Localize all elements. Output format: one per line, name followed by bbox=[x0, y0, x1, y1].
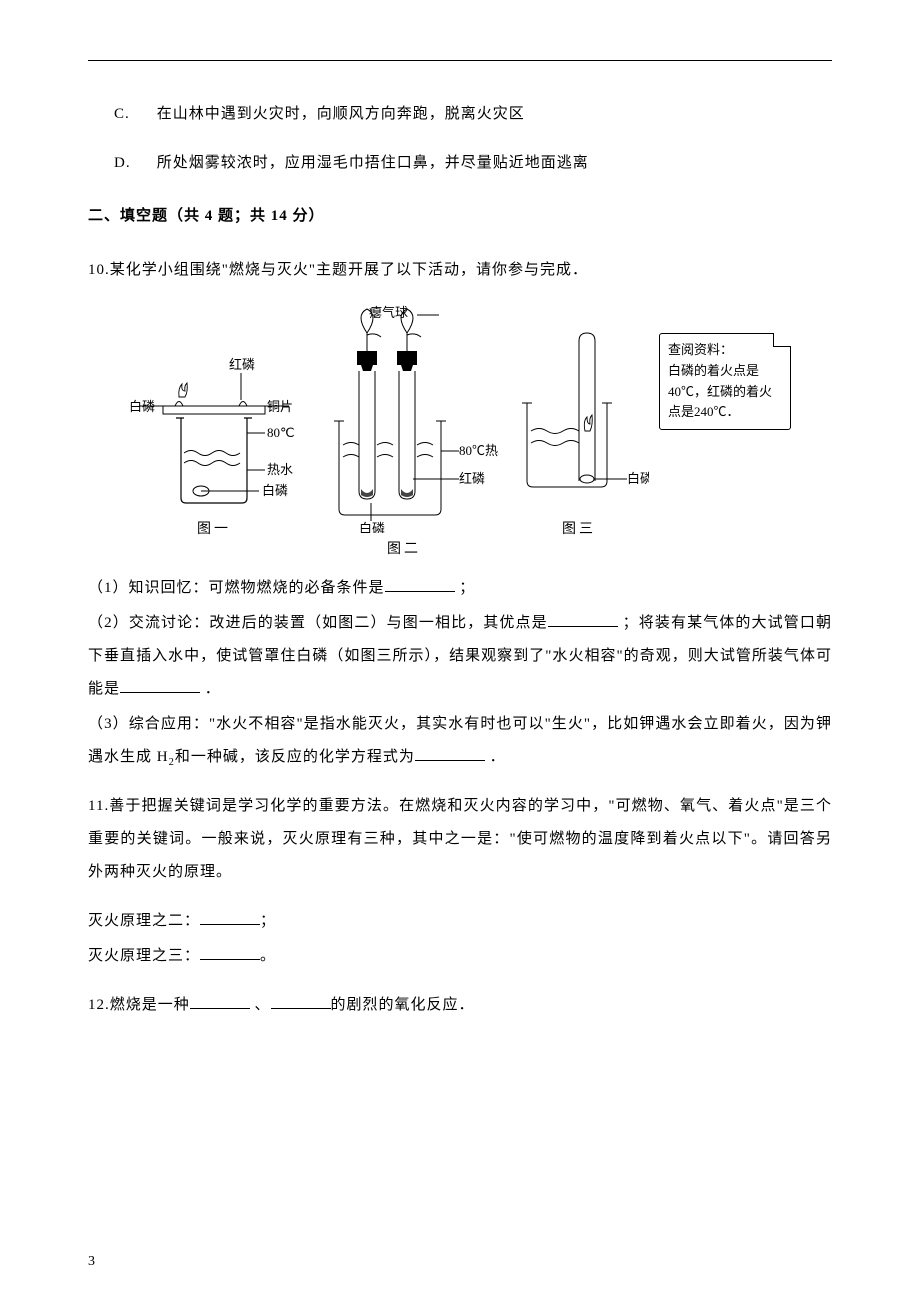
lbl-80c: 80℃ bbox=[267, 425, 295, 440]
q12-b: 、 bbox=[250, 997, 271, 1013]
reference-note: 查阅资料： 白磷的着火点是 40℃，红磷的着火 点是240℃． bbox=[659, 333, 791, 430]
q10-2a: （2）交流讨论：改进后的装置（如图二）与图一相比，其优点是 bbox=[88, 615, 548, 631]
q12-c: 的剧烈的氧化反应． bbox=[331, 997, 475, 1013]
q10-2c: ． bbox=[200, 681, 221, 697]
blank bbox=[190, 994, 250, 1009]
q10-part2: （2）交流讨论：改进后的装置（如图二）与图一相比，其优点是 ；将装有某气体的大试… bbox=[88, 607, 832, 706]
option-d-text: 所处烟雾较浓时，应用湿毛巾捂住口鼻，并尽量贴近地面逃离 bbox=[157, 155, 589, 171]
caption-1: 图一 bbox=[197, 517, 231, 542]
caption-2: 图二 bbox=[387, 537, 421, 562]
diagram-panel-2: 瘪气球 80℃热水 红磷 白磷 图二 bbox=[309, 303, 499, 562]
option-c-text: 在山林中遇到火灾时，向顺风方向奔跑，脱离火灾区 bbox=[157, 106, 525, 122]
page-number: 3 bbox=[88, 1249, 95, 1274]
top-rule bbox=[88, 60, 832, 61]
diagram-1-svg: 白磷 铜片 红磷 80℃ 热水 白磷 bbox=[129, 303, 299, 513]
blank bbox=[200, 910, 260, 925]
caption-3: 图三 bbox=[562, 517, 596, 542]
q12-a: 12.燃烧是一种 bbox=[88, 997, 190, 1013]
q12: 12.燃烧是一种 、 的剧烈的氧化反应． bbox=[88, 989, 832, 1022]
q11-line3: 灭火原理之三： 。 bbox=[88, 940, 832, 973]
section-2-title: 二、填空题（共 4 题；共 14 分） bbox=[88, 203, 832, 230]
blank bbox=[120, 678, 200, 693]
option-d-letter: D. bbox=[114, 150, 152, 177]
option-c: C. 在山林中遇到火灾时，向顺风方向奔跑，脱离火灾区 bbox=[114, 101, 832, 128]
note-tab-icon bbox=[773, 333, 791, 347]
option-d: D. 所处烟雾较浓时，应用湿毛巾捂住口鼻，并尽量贴近地面逃离 bbox=[114, 150, 832, 177]
q10-part3: （3）综合应用："水火不相容"是指水能灭火，其实水有时也可以"生火"，比如钾遇水… bbox=[88, 708, 832, 774]
q11-2a: 灭火原理之二： bbox=[88, 913, 200, 929]
q10-1b: ； bbox=[455, 580, 476, 596]
q10-stem: 10.某化学小组围绕"燃烧与灭火"主题开展了以下活动，请你参与完成． bbox=[88, 254, 832, 287]
lbl-hotwater80: 80℃热水 bbox=[459, 443, 499, 458]
note-body-3: 点是240℃． bbox=[668, 402, 782, 423]
lbl-balloon: 瘪气球 bbox=[369, 305, 408, 320]
q10-1a: （1）知识回忆：可燃物燃烧的必备条件是 bbox=[88, 580, 385, 596]
q11-3b: 。 bbox=[260, 948, 276, 964]
note-body-1: 白磷的着火点是 bbox=[668, 361, 782, 382]
q11-body: 11.善于把握关键词是学习化学的重要方法。在燃烧和灭火内容的学习中，"可燃物、氧… bbox=[88, 790, 832, 889]
blank bbox=[200, 945, 260, 960]
diagram-panel-1: 白磷 铜片 红磷 80℃ 热水 白磷 图一 bbox=[129, 303, 299, 542]
option-c-letter: C. bbox=[114, 101, 152, 128]
lbl-red-p-2: 红磷 bbox=[459, 471, 485, 486]
q10-3b: 和一种碱，该反应的化学方程式为 bbox=[175, 749, 415, 765]
blank bbox=[271, 994, 331, 1009]
q10-diagram: 白磷 铜片 红磷 80℃ 热水 白磷 图一 bbox=[88, 303, 832, 562]
lbl-copper: 铜片 bbox=[267, 399, 293, 414]
q11-line2: 灭火原理之二： ； bbox=[88, 905, 832, 938]
q11-3a: 灭火原理之三： bbox=[88, 948, 200, 964]
diagram-3-svg: 白磷 bbox=[509, 303, 649, 513]
lbl-white-p-1b: 白磷 bbox=[262, 483, 288, 498]
blank bbox=[385, 577, 455, 592]
q10-part1: （1）知识回忆：可燃物燃烧的必备条件是 ； bbox=[88, 572, 832, 605]
q11-2b: ； bbox=[260, 913, 276, 929]
lbl-red-p-1: 红磷 bbox=[229, 357, 255, 372]
lbl-white-p-2: 白磷 bbox=[359, 521, 385, 533]
lbl-white-p-1: 白磷 bbox=[129, 399, 155, 414]
note-body-2: 40℃，红磷的着火 bbox=[668, 382, 782, 403]
lbl-white-p-3: 白磷 bbox=[627, 471, 649, 486]
diagram-2-svg: 瘪气球 80℃热水 红磷 白磷 bbox=[309, 303, 499, 533]
blank bbox=[415, 746, 485, 761]
lbl-hotwater: 热水 bbox=[267, 462, 293, 477]
q10-3c: ． bbox=[485, 749, 506, 765]
blank bbox=[548, 612, 618, 627]
note-title: 查阅资料： bbox=[668, 340, 782, 361]
diagram-panel-3: 白磷 图三 bbox=[509, 303, 649, 542]
